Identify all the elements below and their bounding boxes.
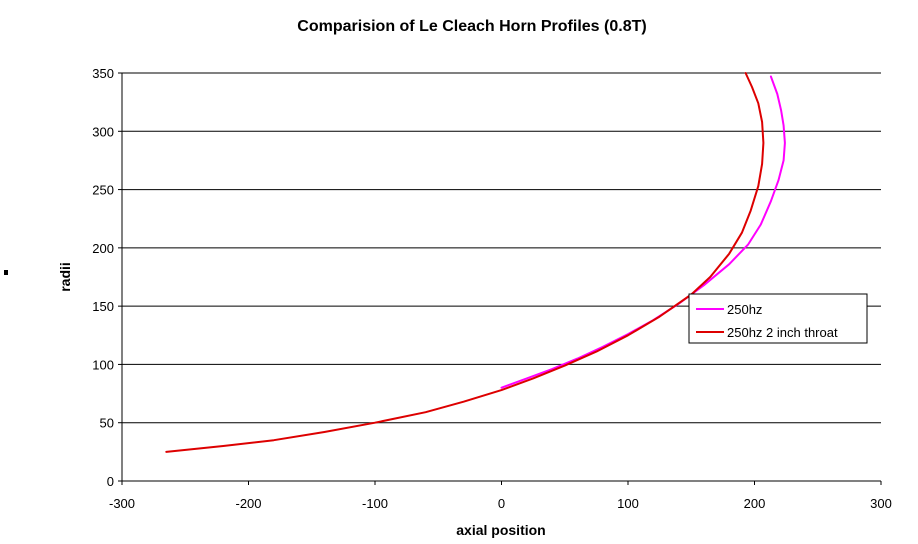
- x-tick-labels: -300 -200 -100 0 100 200 300: [109, 481, 892, 511]
- y-tick-label: 0: [107, 474, 114, 489]
- x-tick-label: 300: [870, 496, 892, 511]
- series-line-1: [500, 75, 786, 389]
- y-tick-label: 200: [92, 241, 114, 256]
- y-axis-label: radii: [57, 262, 73, 292]
- x-axis-label: axial position: [456, 522, 545, 538]
- y-tick-label: 50: [100, 416, 114, 431]
- y-tick-label: 350: [92, 66, 114, 81]
- y-tick-label: 150: [92, 299, 114, 314]
- x-tick-label: -300: [109, 496, 135, 511]
- series-lines: [165, 72, 786, 453]
- y-tick-label: 250: [92, 183, 114, 198]
- legend: 250hz 250hz 2 inch throat: [688, 293, 868, 344]
- y-tick-labels: 0 50 100 150 200 250 300 350: [92, 66, 122, 489]
- x-tick-label: 0: [498, 496, 505, 511]
- y-tick-label: 100: [92, 357, 114, 372]
- x-tick-label: -200: [235, 496, 261, 511]
- stray-marker: [4, 270, 8, 275]
- axes: [121, 73, 881, 482]
- x-tick-label: 100: [617, 496, 639, 511]
- y-tick-label: 300: [92, 124, 114, 139]
- x-tick-label: -100: [362, 496, 388, 511]
- legend-label-1: 250hz: [727, 302, 762, 317]
- legend-label-2: 250hz 2 inch throat: [727, 325, 838, 340]
- chart-title: Comparision of Le Cleach Horn Profiles (…: [297, 18, 646, 35]
- legend-box: [688, 293, 868, 344]
- gridlines: [122, 72, 881, 424]
- x-tick-label: 200: [744, 496, 766, 511]
- series-line-2: [165, 72, 765, 453]
